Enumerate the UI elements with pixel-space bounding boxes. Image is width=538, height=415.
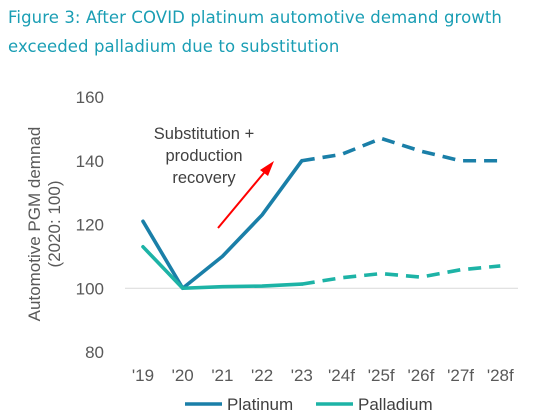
x-tick-label: '21 xyxy=(211,366,233,385)
platinum-forecast-line xyxy=(301,136,501,163)
y-axis-title-unit: (2020: 100) xyxy=(45,181,64,268)
palladium-legend-label: Palladium xyxy=(358,395,433,414)
y-tick-label: 80 xyxy=(85,343,104,362)
x-tick-labels: '19 '20 '21 '22 '23 '24f '25f '26f '27f '28f xyxy=(132,366,514,385)
chart-title: Figure 3: After COVID platinum automotiv… xyxy=(8,8,502,56)
y-tick-label: 120 xyxy=(76,216,104,235)
annotation-line: production xyxy=(165,147,242,165)
y-tick-labels: 80 100 120 140 160 xyxy=(76,88,104,362)
x-tick-label: '24f xyxy=(328,366,355,385)
arrow-shaft xyxy=(217,167,269,229)
arrow-head xyxy=(260,161,274,176)
palladium-actual-line xyxy=(141,245,304,291)
platinum-actual-line xyxy=(141,158,304,291)
annotation-line: Substitution + xyxy=(154,125,254,143)
x-tick-label: '27f xyxy=(447,366,474,385)
x-tick-label: '22 xyxy=(251,366,273,385)
x-tick-label: '23 xyxy=(291,366,313,385)
y-axis-title: Automotive PGM demnad xyxy=(25,127,44,322)
y-tick-label: 140 xyxy=(76,152,104,171)
x-tick-label: '20 xyxy=(172,366,194,385)
legend: Platinum Palladium xyxy=(185,395,433,414)
annotation: Substitution + production recovery xyxy=(154,125,274,229)
y-tick-label: 100 xyxy=(76,279,104,298)
x-tick-label: '25f xyxy=(368,366,395,385)
platinum-legend-label: Platinum xyxy=(227,395,293,414)
y-tick-label: 160 xyxy=(76,88,104,107)
x-tick-label: '28f xyxy=(487,366,514,385)
palladium-forecast-line xyxy=(301,264,501,286)
annotation-line: recovery xyxy=(172,169,236,187)
x-tick-label: '19 xyxy=(132,366,154,385)
series-lines xyxy=(141,136,501,291)
y-axis-title-group: Automotive PGM demnad (2020: 100) xyxy=(25,127,64,322)
x-tick-label: '26f xyxy=(407,366,434,385)
